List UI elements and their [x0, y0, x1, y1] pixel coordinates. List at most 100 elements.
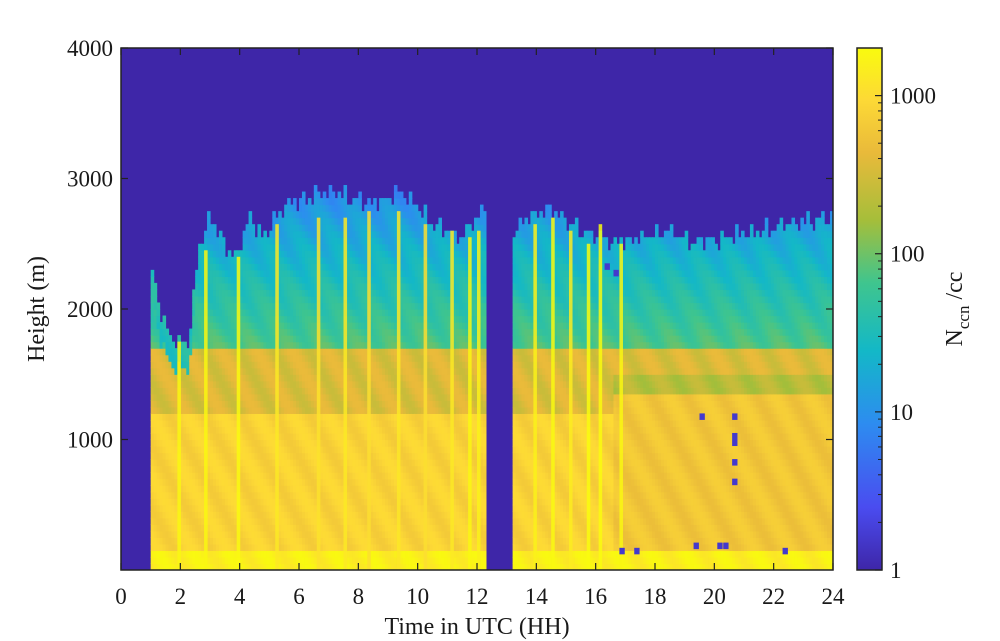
heatmap-cell: [245, 432, 250, 441]
heatmap-cell: [215, 295, 220, 304]
heatmap-cell: [221, 309, 226, 317]
heatmap-cell: [189, 406, 193, 414]
heatmap-cell: [310, 472, 315, 480]
heatmap-cell: [251, 367, 256, 375]
heatmap-cell: [260, 478, 264, 486]
heatmap-cell: [296, 432, 300, 441]
heatmap-cell: [242, 354, 247, 362]
heatmap-cell: [168, 556, 173, 565]
heatmap-cell: [284, 563, 288, 570]
heatmap-cell: [183, 530, 187, 538]
heatmap-cell: [198, 485, 202, 493]
heatmap-cell: [245, 282, 250, 291]
heatmap-cell: [210, 459, 214, 467]
heatmap-cell: [224, 472, 229, 480]
heatmap-cell: [284, 426, 288, 434]
heatmap-cell: [287, 302, 291, 310]
heatmap-cell: [307, 550, 312, 558]
heatmap-cell: [337, 550, 342, 558]
heatmap-cell: [328, 491, 333, 499]
heatmap-cell: [263, 380, 267, 388]
heatmap-cell: [304, 230, 309, 238]
heatmap-cell: [180, 472, 184, 480]
heatmap-cell: [301, 491, 306, 499]
heatmap-cell: [313, 478, 318, 486]
heatmap-cell: [230, 550, 235, 558]
heatmap-cell: [242, 406, 247, 414]
heatmap-cell: [293, 198, 297, 206]
heatmap-cell: [349, 511, 353, 519]
heatmap-cell: [245, 354, 250, 362]
heatmap-cell: [388, 198, 392, 206]
heatmap-cell: [337, 263, 342, 271]
heatmap-cell: [150, 315, 155, 323]
heatmap-cell: [183, 348, 187, 356]
heatmap-cell: [165, 524, 170, 532]
heatmap-cell: [355, 387, 359, 395]
heatmap-cell: [218, 419, 223, 428]
heatmap-cell: [186, 511, 190, 519]
heatmap-cell: [328, 504, 333, 512]
heatmap-cell: [260, 413, 264, 421]
heatmap-cell: [150, 289, 155, 297]
heatmap-cell: [221, 517, 226, 525]
heatmap-cell: [307, 374, 312, 382]
heatmap-cell: [307, 452, 312, 460]
heatmap-cell: [337, 256, 342, 264]
heatmap-cell: [221, 263, 226, 271]
heatmap-cell: [218, 374, 223, 382]
heatmap-cell: [296, 217, 300, 225]
heatmap-cell: [239, 524, 244, 532]
heatmap-cell: [310, 302, 315, 310]
heatmap-cell: [198, 419, 202, 428]
heatmap-cell: [159, 452, 164, 460]
heatmap-cell: [349, 295, 353, 304]
heatmap-cell: [177, 335, 181, 343]
heatmap-cell: [171, 432, 175, 441]
heatmap-cell: [242, 537, 247, 545]
heatmap-cell: [245, 556, 250, 565]
heatmap-cell: [186, 426, 190, 434]
heatmap-cell: [307, 354, 312, 362]
heatmap-cell: [251, 530, 256, 538]
heatmap-cell: [263, 335, 267, 343]
heatmap-cell: [346, 243, 351, 251]
heatmap-cell: [260, 511, 264, 519]
heatmap-cell: [307, 406, 312, 414]
heatmap-cell: [352, 380, 356, 388]
heatmap-cell: [328, 256, 333, 264]
heatmap-cell: [207, 556, 211, 565]
heatmap-cell: [192, 426, 196, 434]
heatmap-cell: [257, 309, 262, 317]
heatmap-cell: [355, 478, 359, 486]
heatmap-cell: [156, 309, 161, 317]
heatmap-cell: [355, 237, 359, 245]
heatmap-cell: [171, 537, 175, 545]
heatmap-cell: [299, 426, 303, 434]
heatmap-cell: [233, 439, 238, 447]
heatmap-cell: [221, 478, 226, 486]
heatmap-cell: [192, 556, 196, 565]
heatmap-cell: [284, 478, 288, 486]
heatmap-cell: [230, 537, 235, 545]
heatmap-cell: [284, 485, 288, 493]
heatmap-cell: [316, 191, 321, 199]
heatmap-cell: [165, 530, 170, 538]
heatmap-cell: [201, 556, 205, 565]
heatmap-cell: [313, 472, 318, 480]
heatmap-cell: [325, 517, 330, 525]
heatmap-cell: [340, 452, 345, 460]
heatmap-cell: [361, 465, 365, 473]
heatmap-cell: [301, 328, 306, 336]
heatmap-cell: [245, 256, 250, 264]
heatmap-cell: [260, 295, 264, 304]
heatmap-cell: [239, 406, 244, 414]
heatmap-cell: [212, 380, 217, 388]
heatmap-cell: [319, 550, 324, 558]
heatmap-cell: [337, 237, 342, 245]
heatmap-cell: [334, 459, 339, 467]
heatmap-cell: [174, 478, 178, 486]
heatmap-cell: [287, 335, 291, 343]
heatmap-cell: [269, 380, 273, 388]
heatmap-cell: [227, 524, 232, 532]
